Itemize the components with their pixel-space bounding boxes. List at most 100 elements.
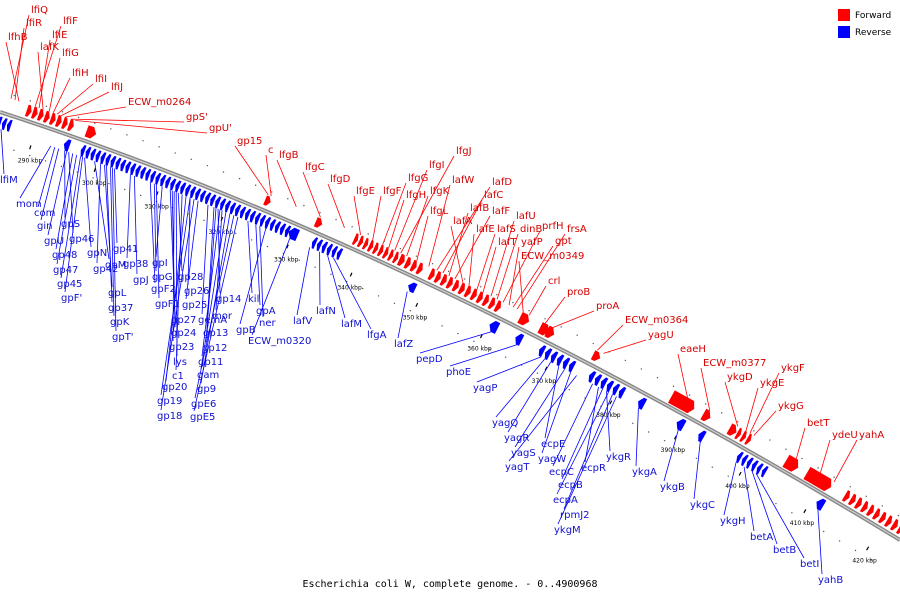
gene-label-lafn[interactable]: lafN (316, 306, 336, 317)
reverse-gene[interactable] (175, 180, 182, 193)
gene-label-gpe5[interactable]: gpE5 (190, 412, 215, 423)
reverse-gene[interactable] (120, 159, 127, 172)
gene-label-gp24[interactable]: gp24 (171, 328, 196, 339)
gene-label-gp38[interactable]: gp38 (123, 259, 148, 270)
reverse-gene[interactable] (264, 217, 272, 229)
reverse-gene[interactable] (544, 348, 553, 361)
forward-gene[interactable] (895, 523, 900, 535)
gene-label-beta[interactable]: betA (750, 532, 773, 543)
forward-gene[interactable] (865, 504, 875, 517)
gene-label-lfim[interactable]: lfiM (0, 175, 18, 186)
gene-label-ykgf[interactable]: ykgF (781, 363, 805, 374)
gene-label-gpi[interactable]: gpI (152, 258, 168, 269)
reverse-gene[interactable] (288, 227, 301, 242)
gene-label-c1[interactable]: c1 (172, 371, 184, 382)
gene-label-gpu[interactable]: gpU' (209, 123, 232, 134)
reverse-gene[interactable] (408, 282, 418, 294)
reverse-gene[interactable] (316, 239, 324, 252)
reverse-gene[interactable] (618, 386, 627, 399)
gene-label-gpb[interactable]: gpB (236, 325, 256, 336)
reverse-gene[interactable] (756, 463, 764, 475)
reverse-gene[interactable] (254, 212, 262, 225)
reverse-gene[interactable] (698, 430, 707, 443)
reverse-gene[interactable] (135, 165, 142, 178)
gene-label-ykgh[interactable]: ykgH (720, 516, 746, 527)
forward-gene[interactable] (803, 466, 832, 492)
gene-label-kil[interactable]: kil (248, 294, 259, 305)
gene-label-lfgf[interactable]: lfgF (383, 186, 402, 197)
gene-label-gp13[interactable]: gp13 (203, 328, 228, 339)
gene-label-lafz[interactable]: lafZ (394, 339, 413, 350)
gene-label-lafc[interactable]: lafC (484, 190, 503, 201)
gene-label-mom[interactable]: mom (16, 199, 42, 210)
reverse-gene[interactable] (220, 198, 227, 211)
forward-gene[interactable] (409, 259, 417, 272)
gene-label-pepd[interactable]: pepD (416, 354, 443, 365)
gene-label-lafs[interactable]: lafS (497, 224, 516, 235)
reverse-gene[interactable] (105, 154, 112, 166)
reverse-gene[interactable] (90, 148, 97, 161)
gene-label-gpt[interactable]: gpT' (112, 332, 134, 343)
gene-label-lafm[interactable]: lafM (341, 319, 362, 330)
gene-label-gp15[interactable]: gp15 (237, 136, 262, 147)
reverse-gene[interactable] (2, 118, 8, 131)
gene-label-com[interactable]: com (34, 208, 55, 219)
gene-label-gpj[interactable]: gpJ (133, 275, 149, 286)
forward-gene[interactable] (469, 288, 478, 301)
forward-gene[interactable] (24, 104, 32, 117)
gene-label-gpf1[interactable]: gpF1 (155, 299, 180, 310)
gene-label-ykgr[interactable]: ykgR (606, 452, 631, 463)
forward-gene[interactable] (381, 246, 389, 259)
reverse-gene[interactable] (321, 241, 329, 254)
forward-gene[interactable] (544, 325, 555, 339)
reverse-gene[interactable] (0, 116, 3, 129)
gene-label-c[interactable]: c (268, 145, 274, 156)
gene-label-lfif[interactable]: lfiF (63, 16, 78, 27)
gene-label-yagw[interactable]: yagW (538, 454, 566, 465)
gene-label-gpk[interactable]: gpK (110, 317, 130, 328)
forward-gene[interactable] (42, 110, 50, 123)
gene-label-gp45[interactable]: gp45 (57, 279, 82, 290)
gene-label-gin[interactable]: gin (37, 221, 52, 232)
gene-label-ecwm0320[interactable]: ECW_m0320 (248, 336, 311, 347)
forward-gene[interactable] (351, 233, 359, 245)
forward-gene[interactable] (859, 500, 869, 513)
gene-label-lafa[interactable]: lafA (453, 216, 472, 227)
gene-label-lafk[interactable]: lafK (40, 42, 59, 53)
gene-label-gps[interactable]: gpS (61, 219, 80, 230)
gene-label-gps[interactable]: gpS' (186, 112, 208, 123)
forward-gene[interactable] (537, 322, 549, 336)
forward-gene[interactable] (463, 285, 472, 298)
forward-gene[interactable] (451, 279, 459, 292)
gene-label-lafw[interactable]: lafW (452, 175, 474, 186)
gene-label-gp20[interactable]: gp20 (162, 382, 187, 393)
reverse-gene[interactable] (550, 351, 559, 364)
reverse-gene[interactable] (600, 377, 609, 390)
forward-gene[interactable] (493, 300, 502, 312)
reverse-gene[interactable] (249, 210, 257, 223)
gene-label-lfgl[interactable]: lfgL (430, 206, 449, 217)
gene-label-lfih[interactable]: lfiH (72, 68, 89, 79)
gene-label-lfgc[interactable]: lfgC (305, 162, 325, 173)
gene-label-ecwm0349[interactable]: ECW_m0349 (521, 251, 584, 262)
forward-gene[interactable] (475, 291, 484, 304)
gene-label-gpn[interactable]: gpN (87, 248, 107, 259)
gene-label-gp25[interactable]: gp25 (182, 300, 207, 311)
forward-gene[interactable] (668, 390, 695, 414)
gene-label-lys[interactable]: lys (173, 357, 187, 368)
gene-label-lfge[interactable]: lfgE (356, 186, 375, 197)
reverse-gene[interactable] (326, 243, 334, 256)
gene-label-gp28[interactable]: gp28 (178, 272, 203, 283)
reverse-gene[interactable] (538, 345, 547, 358)
gene-label-gp14[interactable]: gp14 (216, 294, 241, 305)
reverse-gene[interactable] (7, 119, 13, 132)
reverse-gene[interactable] (638, 397, 648, 410)
gene-label-gp18[interactable]: gp18 (157, 411, 182, 422)
gene-label-ecwm0364[interactable]: ECW_m0364 (625, 315, 688, 326)
gene-label-ykga[interactable]: ykgA (632, 467, 657, 478)
forward-gene[interactable] (391, 251, 399, 264)
gene-label-gp23[interactable]: gp23 (169, 342, 194, 353)
reverse-gene[interactable] (229, 202, 237, 215)
gene-label-lfga[interactable]: lfgA (367, 330, 387, 341)
forward-gene[interactable] (427, 268, 435, 281)
